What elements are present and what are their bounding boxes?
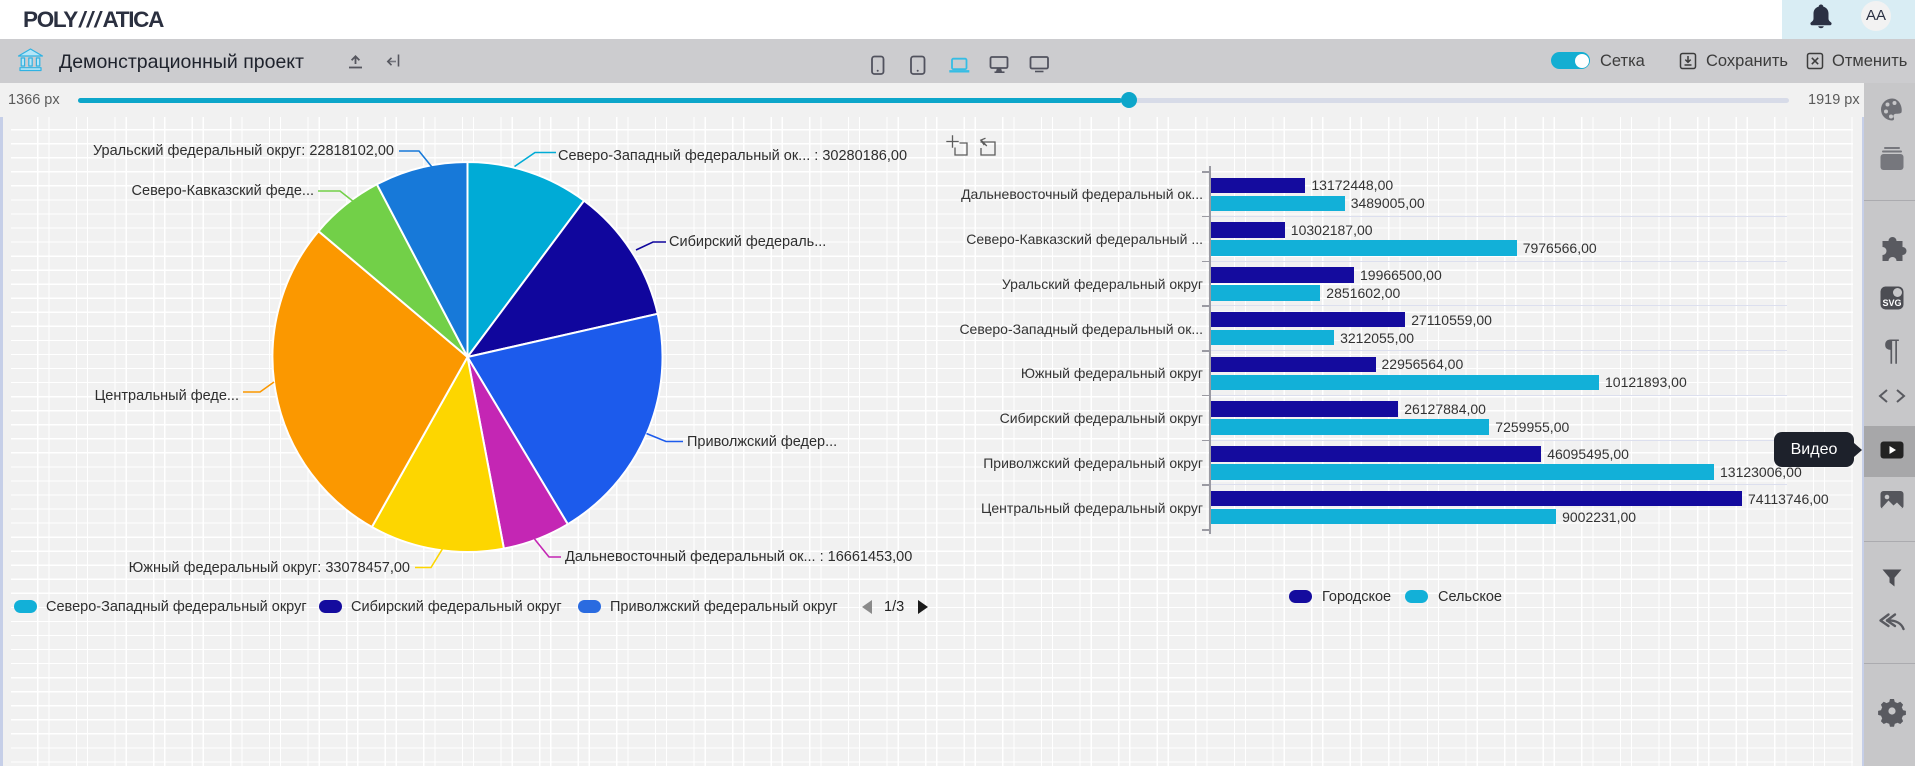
svg-text:SVG: SVG: [1882, 298, 1901, 308]
svg-text:¶: ¶: [1884, 334, 1900, 367]
